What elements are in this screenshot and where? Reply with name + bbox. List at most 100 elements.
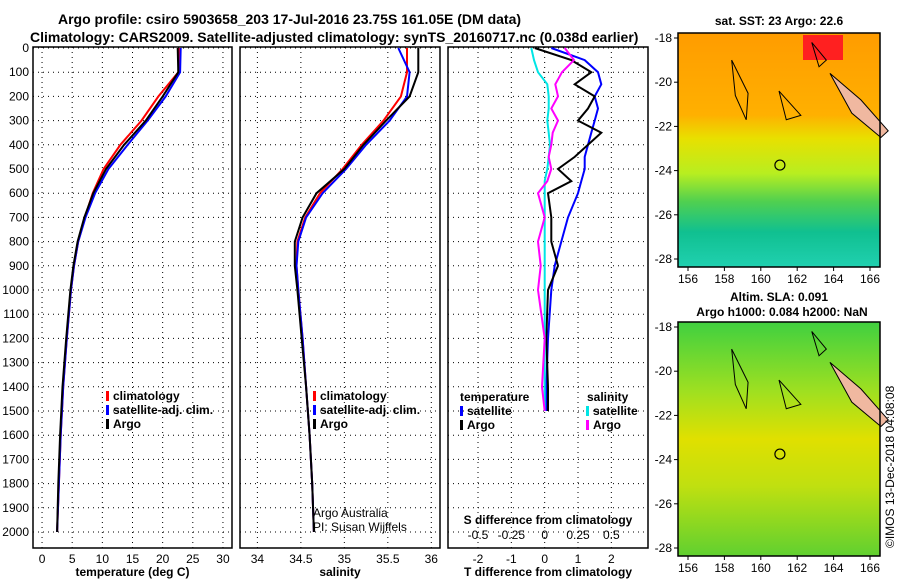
x-axis-label: T difference from climatology — [464, 565, 632, 579]
x-tick-label: 20 — [156, 552, 170, 566]
legend-label: satellite — [593, 404, 638, 418]
depth-tick-label: 1700 — [2, 452, 29, 466]
lat-tick-label: -20 — [655, 364, 673, 378]
series-line-salinity-argo — [536, 47, 576, 412]
lat-tick-label: -24 — [655, 164, 673, 178]
depth-tick-label: 0 — [22, 41, 29, 55]
x-tick-label: 10 — [96, 552, 110, 566]
map-frame — [677, 321, 881, 557]
x-tick-label: 30 — [216, 552, 230, 566]
depth-tick-label: 1600 — [2, 428, 29, 442]
lat-tick-label: -22 — [655, 408, 673, 422]
reef-contours — [731, 331, 828, 410]
lon-tick-label: 160 — [751, 272, 771, 286]
map-1: 156 158 160 162 164 166 -18 -20 -22 -24 -26 -28 sat.… — [655, 14, 889, 286]
x-tick-label: 35.5 — [376, 552, 400, 566]
depth-tick-label: 200 — [9, 89, 29, 103]
legend-swatch — [313, 419, 316, 429]
sst-field — [678, 33, 880, 267]
depth-tick-label: 700 — [9, 210, 29, 224]
depth-tick-label: 600 — [9, 186, 29, 200]
map-subtitle: Argo h1000: 0.084 h2000: NaN — [696, 305, 867, 319]
legend-swatch — [460, 420, 463, 430]
lat-tick-label: -28 — [655, 541, 673, 555]
lat-tick-label: -18 — [655, 320, 673, 334]
lon-tick-label: 158 — [714, 272, 734, 286]
secondary-tick-label: 0 — [541, 528, 548, 542]
legend-swatch — [586, 420, 589, 430]
legend-swatch — [313, 391, 316, 401]
sla-field — [678, 322, 880, 556]
series-line-salinity-satellite — [530, 47, 552, 411]
series-line-temperature-satellite — [545, 47, 603, 411]
series-line-temperature-argo — [534, 47, 604, 411]
lon-tick-label: 162 — [787, 272, 807, 286]
lon-tick-label: 164 — [824, 272, 844, 286]
x-tick-label: 2 — [608, 552, 615, 566]
plot-frame — [447, 46, 649, 549]
legend-label: climatology — [113, 389, 180, 403]
lat-tick-label: -28 — [655, 252, 673, 266]
lon-tick-label: 158 — [714, 561, 734, 575]
legend-swatch — [106, 405, 109, 415]
map-title: Altim. SLA: 0.091 — [730, 290, 828, 304]
lat-tick-label: -20 — [655, 75, 673, 89]
x-tick-label: 25 — [186, 552, 200, 566]
legend-swatch — [313, 405, 316, 415]
secondary-tick-label: 0.5 — [603, 528, 620, 542]
lon-tick-label: 166 — [860, 561, 880, 575]
new-caledonia-landmass — [829, 361, 889, 428]
x-tick-label: 34.5 — [289, 552, 313, 566]
map-title: sat. SST: 23 Argo: 22.6 — [715, 14, 844, 28]
legend-label: Argo — [320, 417, 348, 431]
legend-label: climatology — [320, 389, 387, 403]
depth-tick-label: 1200 — [2, 331, 29, 345]
lat-tick-label: -24 — [655, 453, 673, 467]
credit-text: ©IMOS 13-Dec-2018 04:08:08 — [883, 385, 897, 548]
secondary-axis-label: S difference from climatology — [464, 513, 633, 527]
series-line-argo — [293, 48, 420, 533]
legend-swatch — [106, 391, 109, 401]
depth-tick-label: 1400 — [2, 380, 29, 394]
map-frame — [677, 32, 881, 268]
secondary-tick-label: 0.25 — [566, 528, 590, 542]
title-line-1: Argo profile: csiro 5903658_203 17-Jul-2… — [58, 11, 521, 27]
annotation-text: Argo Australia — [313, 506, 388, 520]
panel-3: -2 -1 0 1 2T difference from climatology temp… — [447, 46, 649, 579]
legend-swatch — [586, 406, 589, 416]
depth-tick-label: 100 — [9, 65, 29, 79]
x-tick-label: 35 — [338, 552, 352, 566]
reef-contours — [731, 42, 828, 121]
x-tick-label: 5 — [69, 552, 76, 566]
x-tick-label: 0 — [39, 552, 46, 566]
panel-2: 34 34.5 35 35.5 36 salinity climatologysatelli… — [239, 46, 441, 579]
x-tick-label: 36 — [425, 552, 439, 566]
map-2: 156 158 160 162 164 166 -18 -20 -22 -24 -26 -28 Alti… — [655, 290, 889, 575]
lat-tick-label: -26 — [655, 497, 673, 511]
depth-tick-label: 1300 — [2, 356, 29, 370]
x-tick-label: 0 — [541, 552, 548, 566]
secondary-tick-label: -0.25 — [498, 528, 526, 542]
legend-label: Argo — [593, 418, 621, 432]
depth-tick-label: 1000 — [2, 283, 29, 297]
x-axis-label: salinity — [319, 565, 361, 579]
annotation-text: PI: Susan Wijffels — [313, 520, 407, 534]
lat-tick-label: -18 — [655, 31, 673, 45]
depth-tick-label: 2000 — [2, 525, 29, 539]
title-line-2: Climatology: CARS2009. Satellite-adjuste… — [30, 29, 638, 45]
lon-tick-label: 156 — [678, 272, 698, 286]
lat-tick-label: -26 — [655, 208, 673, 222]
depth-tick-label: 1100 — [3, 307, 29, 321]
lat-tick-label: -22 — [655, 119, 673, 133]
panel-1: 0100200300400500600700800900100011001200… — [2, 41, 233, 579]
depth-tick-label: 1900 — [2, 501, 29, 515]
float-location-marker — [774, 159, 786, 171]
plot-frame — [239, 46, 441, 549]
x-tick-label: 1 — [575, 552, 582, 566]
float-location-marker — [774, 448, 786, 460]
legend-label: Argo — [467, 418, 495, 432]
series-line-argo — [56, 47, 180, 533]
new-caledonia-landmass — [829, 72, 889, 139]
x-tick-label: -2 — [473, 552, 484, 566]
